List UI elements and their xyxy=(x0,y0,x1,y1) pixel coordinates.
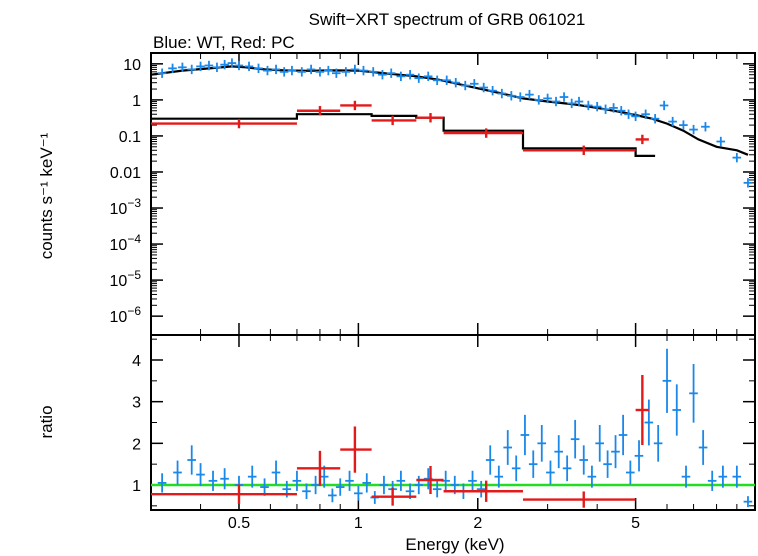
chart-subtitle: Blue: WT, Red: PC xyxy=(153,33,295,52)
top-y-tick-base: 10 xyxy=(123,57,141,74)
top-y-tick-exponent: −3 xyxy=(127,196,141,210)
top-y-tick-label: 0.1 xyxy=(119,129,141,146)
top-x-ticks xyxy=(150,53,738,335)
top-y-tick-base: 10 xyxy=(110,237,128,254)
bottom-y-tick-label: 2 xyxy=(132,436,141,453)
top-y-tick-base: 0.01 xyxy=(110,165,141,182)
top-y-tick-label: 10−6 xyxy=(110,304,142,326)
x-axis-label: Energy (keV) xyxy=(405,535,504,554)
top-data-series xyxy=(151,58,753,188)
top-y-tick-base: 10 xyxy=(110,273,128,290)
top-y-tick-base: 10 xyxy=(110,309,128,326)
top-y-tick-exponent: −6 xyxy=(127,304,141,318)
top-plot-frame xyxy=(150,52,756,336)
bottom-y-tick-label: 4 xyxy=(132,353,141,370)
bottom-x-tick-label: 5 xyxy=(631,515,640,532)
top-y-tick-label: 10−3 xyxy=(110,196,142,218)
chart-title: Swift−XRT spectrum of GRB 061021 xyxy=(309,10,586,29)
top-y-tick-base: 10 xyxy=(110,201,128,218)
top-y-tick-label: 10−5 xyxy=(110,268,142,290)
top-y-axis-label: counts s⁻¹ keV⁻¹ xyxy=(37,132,56,259)
bottom-y-tick-label: 1 xyxy=(132,478,141,495)
bottom-y-tick-label: 3 xyxy=(132,395,141,412)
bottom-x-tick-label: 1 xyxy=(354,515,363,532)
bottom-x-tick-label: 0.5 xyxy=(228,515,250,532)
top-y-tick-label: 10−4 xyxy=(110,232,142,254)
bottom-y-axis-label: ratio xyxy=(37,405,56,438)
bottom-panel: 1 2 3 4 0.5 1 2 5 ratio xyxy=(37,334,756,532)
bottom-x-tick-label: 2 xyxy=(473,515,482,532)
top-y-tick-base: 0.1 xyxy=(119,129,141,146)
top-y-tick-exponent: −4 xyxy=(127,232,141,246)
top-y-tick-label: 0.01 xyxy=(110,165,141,182)
bottom-data-series xyxy=(151,348,753,508)
top-y-tick-base: 1 xyxy=(132,93,141,110)
model-line xyxy=(151,113,656,157)
top-y-tick-exponent: −5 xyxy=(127,268,141,282)
top-y-tick-label: 1 xyxy=(132,93,141,110)
top-y-tick-label: 10 xyxy=(123,57,141,74)
